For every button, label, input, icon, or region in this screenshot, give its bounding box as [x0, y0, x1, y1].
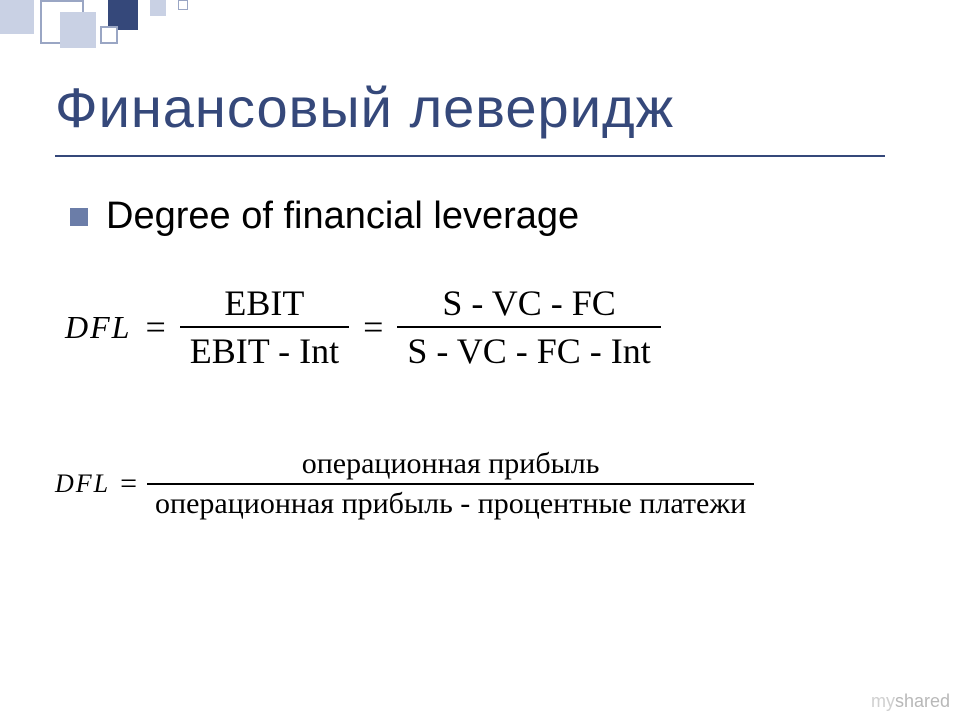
equals-sign: =: [145, 306, 165, 348]
bullet-text: Degree of financial leverage: [106, 195, 579, 238]
formula1-frac2-den: S - VC - FC - Int: [397, 328, 660, 374]
watermark-shared: shared: [895, 691, 950, 711]
formula-dfl-1: DFL = EBIT EBIT - Int = S - VC - FC S - …: [65, 280, 661, 374]
formula1-frac1-num: EBIT: [214, 280, 314, 326]
formula-dfl-2: DFL = операционная прибыль операционная …: [55, 445, 754, 523]
formula1-fraction-1: EBIT EBIT - Int: [180, 280, 349, 374]
deco-square: [0, 0, 34, 34]
equals-sign: =: [120, 467, 137, 501]
deco-square: [150, 0, 166, 16]
title-underline: [55, 155, 885, 157]
watermark: myshared: [871, 691, 950, 712]
formula2-fraction: операционная прибыль операционная прибыл…: [147, 445, 754, 523]
formula1-fraction-2: S - VC - FC S - VC - FC - Int: [397, 280, 660, 374]
formula1-lhs: DFL: [65, 309, 131, 346]
watermark-my: my: [871, 691, 895, 711]
bullet-item: Degree of financial leverage: [70, 195, 579, 238]
deco-square: [60, 12, 96, 48]
bullet-square-icon: [70, 208, 88, 226]
deco-square: [178, 0, 188, 10]
equals-sign: =: [363, 306, 383, 348]
slide-title: Финансовый леверидж: [55, 75, 674, 140]
formula1-frac2-num: S - VC - FC: [432, 280, 625, 326]
corner-decoration: [0, 0, 250, 50]
formula2-frac-num: операционная прибыль: [294, 445, 608, 483]
formula1-frac1-den: EBIT - Int: [180, 328, 349, 374]
formula2-lhs: DFL: [55, 469, 110, 499]
formula2-frac-den: операционная прибыль - процентные платеж…: [147, 485, 754, 523]
deco-square: [100, 26, 118, 44]
